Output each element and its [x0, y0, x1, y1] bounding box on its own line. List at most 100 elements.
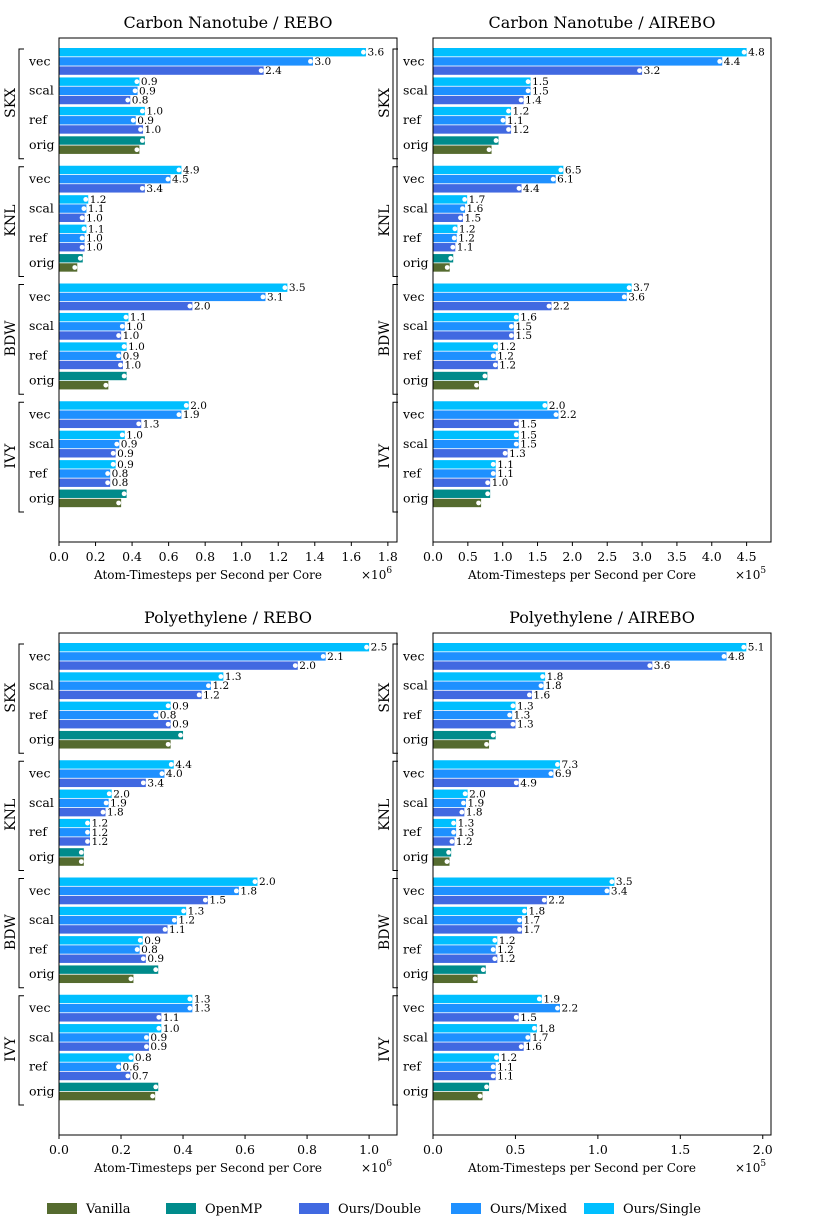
bar-ours-double [433, 895, 547, 905]
group-label: orig [29, 732, 55, 747]
machine-bracket [392, 760, 398, 871]
bar-end-marker [444, 859, 450, 864]
bar-end-marker [507, 712, 513, 718]
bar-ours-mixed [433, 351, 496, 360]
speedup-label: 4.4 [724, 56, 741, 68]
bar-ours-double [433, 954, 498, 963]
bar-ours-single [59, 818, 91, 828]
speedup-label: 1.2 [92, 818, 109, 830]
speedup-label: 1.2 [497, 944, 514, 956]
bar-ours-single [59, 342, 127, 351]
bar-end-marker [508, 323, 514, 329]
speedup-label: 1.1 [88, 223, 105, 235]
bar-end-marker [79, 244, 85, 250]
machine-bracket [18, 48, 24, 160]
bar-end-marker [233, 888, 239, 894]
legend-item: Vanilla [47, 1202, 131, 1217]
bar-end-marker [490, 1064, 496, 1070]
bar-ours-mixed [59, 174, 171, 184]
machine-label: KNL [3, 799, 19, 831]
speedup-label: 1.5 [532, 85, 549, 97]
bar-end-marker [134, 79, 140, 85]
bar-ours-mixed [433, 57, 723, 66]
group-label: vec [402, 766, 424, 781]
x-tick-label: 1.8 [378, 549, 398, 564]
speedup-label: 2.0 [113, 788, 130, 800]
bar-end-marker [176, 167, 182, 173]
bar-end-marker [252, 879, 258, 885]
bar-ours-single [59, 224, 87, 234]
x-tick-label: 1.6 [341, 549, 361, 564]
bar-ours-mixed [59, 57, 313, 66]
speedup-label: 2.0 [299, 660, 316, 672]
bar-ours-single [433, 106, 512, 116]
bar-ours-double [433, 837, 455, 846]
speedup-label: 1.7 [532, 1032, 549, 1044]
bar-end-marker [150, 1093, 156, 1099]
bar-ours-single [59, 643, 370, 652]
bar-end-marker [558, 167, 564, 173]
speedup-label: 1.2 [92, 827, 109, 839]
bar-end-marker [116, 333, 122, 338]
machine-bracket [18, 401, 24, 513]
machine-skx: SKXvec4.84.43.2scal1.51.51.4ref1.21.11.2… [377, 47, 765, 160]
bar-end-marker [513, 441, 519, 447]
bar-ours-mixed [59, 828, 91, 837]
bar-vanilla [59, 145, 140, 154]
speedup-label: 1.8 [107, 807, 124, 819]
machine-bracket [18, 995, 24, 1106]
bar-end-marker [550, 176, 556, 182]
speedup-label: 4.4 [523, 183, 540, 195]
speedup-label: 1.0 [163, 1023, 180, 1035]
bar-end-marker [292, 663, 298, 668]
bar-ours-single [59, 283, 288, 292]
bar-ours-double [433, 213, 463, 222]
x-tick-label: 0.2 [111, 1142, 131, 1157]
bar-ours-mixed [59, 292, 266, 302]
bar-end-marker [508, 333, 514, 338]
bar-end-marker [490, 1073, 496, 1079]
bar-ours-single [59, 1024, 162, 1033]
bar-ours-single [59, 106, 145, 116]
group-orig: orig [29, 489, 127, 508]
speedup-label: 1.2 [458, 233, 475, 245]
machine-bdw: BDWvec3.53.42.2scal1.81.71.7ref1.21.21.2… [377, 876, 633, 989]
group-label: scal [29, 436, 54, 451]
bar-end-marker [72, 265, 78, 270]
bar-end-marker [609, 879, 615, 885]
speedup-label: 1.5 [520, 439, 537, 451]
bar-end-marker [517, 917, 522, 923]
group-label: scal [29, 678, 54, 693]
bar-end-marker [119, 432, 125, 438]
panel-title: Carbon Nanotube / AIREBO [489, 13, 716, 32]
bar-ours-mixed [59, 439, 120, 449]
x-axis-label: Atom-Timesteps per Second per Core [467, 1161, 696, 1175]
bar-ours-mixed [59, 681, 211, 690]
bar-end-marker [134, 947, 140, 952]
legend-swatch [166, 1203, 196, 1214]
speedup-label: 4.0 [166, 768, 183, 780]
bar-end-marker [202, 897, 208, 903]
bar-ours-mixed [59, 945, 140, 954]
machine-ivy: IVYvec2.02.21.5scal1.51.51.3ref1.11.11.0… [377, 400, 577, 513]
speedup-label: 1.0 [86, 242, 103, 254]
legend-swatch [299, 1203, 329, 1214]
bar-end-marker [132, 88, 138, 94]
bar-ours-single [59, 906, 187, 916]
speedup-label: 1.1 [457, 242, 474, 254]
legend: Vanilla OpenMP Ours/Double Ours/Mixed Ours/S… [47, 1202, 701, 1217]
speedup-label: 1.4 [525, 95, 542, 107]
bar-ours-single [433, 195, 468, 204]
bar-ours-single [433, 342, 498, 351]
bar-ours-double [433, 478, 491, 487]
machine-knl: KNLvec4.44.03.4scal2.01.91.8ref1.21.21.2… [3, 759, 192, 871]
speedup-label: 3.4 [146, 183, 163, 195]
bar-end-marker [450, 244, 456, 250]
machine-bracket [392, 643, 398, 754]
speedup-label: 2.0 [469, 788, 486, 800]
group-label: vec [28, 171, 50, 186]
bar-end-marker [258, 68, 264, 73]
bar-openmp [59, 848, 84, 857]
